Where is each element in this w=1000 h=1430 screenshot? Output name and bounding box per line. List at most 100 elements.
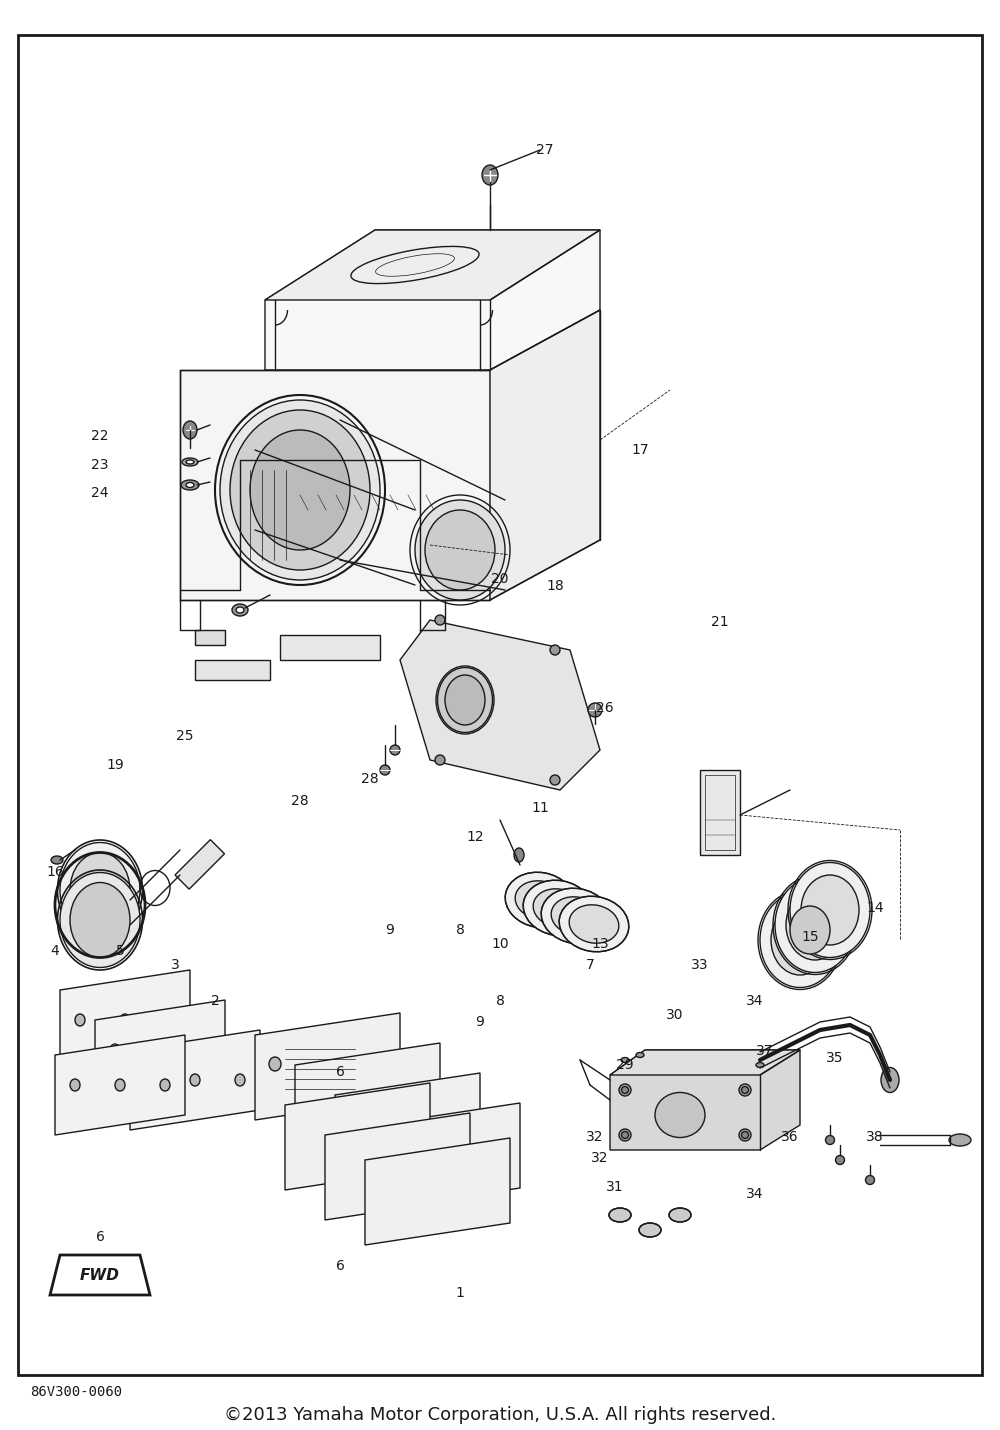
Ellipse shape — [775, 878, 855, 972]
Ellipse shape — [110, 1044, 120, 1055]
Text: 22: 22 — [91, 429, 109, 443]
Ellipse shape — [182, 458, 198, 466]
Ellipse shape — [533, 889, 583, 927]
Ellipse shape — [70, 852, 130, 928]
Text: 32: 32 — [591, 1151, 609, 1165]
Polygon shape — [265, 230, 600, 300]
Ellipse shape — [619, 1130, 631, 1141]
Text: 30: 30 — [666, 1008, 684, 1022]
Ellipse shape — [70, 1080, 80, 1091]
Text: 20: 20 — [491, 572, 509, 586]
Ellipse shape — [186, 460, 194, 463]
Ellipse shape — [183, 420, 197, 439]
Text: 32: 32 — [586, 1130, 604, 1144]
Ellipse shape — [588, 704, 602, 716]
Ellipse shape — [515, 881, 565, 919]
Ellipse shape — [550, 775, 560, 785]
Polygon shape — [180, 370, 490, 601]
Ellipse shape — [514, 848, 524, 862]
Text: 34: 34 — [746, 1187, 764, 1201]
Ellipse shape — [609, 1208, 631, 1223]
Text: 36: 36 — [781, 1130, 799, 1144]
Bar — [705, 775, 735, 849]
Text: 26: 26 — [596, 701, 614, 715]
Text: 15: 15 — [801, 930, 819, 944]
Text: 17: 17 — [631, 443, 649, 458]
Bar — [175, 839, 224, 889]
Ellipse shape — [790, 862, 870, 958]
Polygon shape — [95, 1000, 225, 1100]
Ellipse shape — [742, 1131, 748, 1138]
Polygon shape — [610, 1050, 800, 1075]
Ellipse shape — [190, 1074, 200, 1085]
Ellipse shape — [155, 1044, 165, 1055]
Ellipse shape — [639, 1223, 661, 1237]
Text: 34: 34 — [746, 994, 764, 1008]
Ellipse shape — [756, 1062, 764, 1068]
Ellipse shape — [425, 511, 495, 591]
Ellipse shape — [435, 755, 445, 765]
Ellipse shape — [165, 1014, 175, 1025]
Ellipse shape — [51, 857, 63, 864]
Ellipse shape — [622, 1131, 629, 1138]
Ellipse shape — [771, 905, 829, 975]
Ellipse shape — [235, 1074, 245, 1085]
Ellipse shape — [380, 765, 390, 775]
Text: 13: 13 — [591, 937, 609, 951]
Text: 18: 18 — [546, 579, 564, 593]
Text: 29: 29 — [616, 1058, 634, 1072]
Ellipse shape — [826, 1135, 834, 1144]
Polygon shape — [325, 1113, 470, 1220]
Bar — [280, 635, 380, 661]
Text: 28: 28 — [361, 772, 379, 787]
Ellipse shape — [836, 1155, 844, 1164]
Ellipse shape — [269, 1057, 281, 1071]
Text: FWD: FWD — [80, 1267, 120, 1283]
Ellipse shape — [550, 645, 560, 655]
Ellipse shape — [369, 1057, 381, 1071]
Ellipse shape — [786, 889, 844, 960]
Ellipse shape — [739, 1130, 751, 1141]
Ellipse shape — [760, 892, 840, 988]
Ellipse shape — [523, 881, 593, 935]
Text: 19: 19 — [106, 758, 124, 772]
Polygon shape — [285, 1083, 430, 1190]
Polygon shape — [265, 230, 600, 370]
Ellipse shape — [186, 482, 194, 488]
Text: 3: 3 — [171, 958, 179, 972]
Ellipse shape — [505, 872, 575, 928]
Ellipse shape — [220, 400, 380, 581]
Ellipse shape — [445, 675, 485, 725]
Ellipse shape — [866, 1175, 874, 1184]
Text: 7: 7 — [586, 958, 594, 972]
Ellipse shape — [622, 1087, 629, 1094]
Ellipse shape — [801, 875, 859, 945]
Ellipse shape — [438, 668, 492, 732]
Ellipse shape — [669, 1208, 691, 1223]
Bar — [420, 631, 450, 645]
Text: 11: 11 — [531, 801, 549, 815]
Ellipse shape — [621, 1058, 629, 1062]
Ellipse shape — [60, 842, 140, 938]
Text: 6: 6 — [336, 1065, 344, 1080]
Text: 10: 10 — [491, 937, 509, 951]
Text: 38: 38 — [866, 1130, 884, 1144]
Text: 33: 33 — [691, 958, 709, 972]
Ellipse shape — [435, 615, 445, 625]
Text: 35: 35 — [826, 1051, 844, 1065]
Polygon shape — [610, 1050, 800, 1150]
Ellipse shape — [250, 430, 350, 551]
Polygon shape — [335, 1072, 480, 1180]
Ellipse shape — [551, 897, 601, 935]
Text: 9: 9 — [386, 922, 394, 937]
Text: 4: 4 — [51, 944, 59, 958]
Ellipse shape — [120, 1014, 130, 1025]
Ellipse shape — [60, 872, 140, 968]
Text: 28: 28 — [291, 794, 309, 808]
Ellipse shape — [75, 1014, 85, 1025]
Ellipse shape — [236, 606, 244, 613]
Text: 5: 5 — [116, 944, 124, 958]
Polygon shape — [490, 310, 600, 601]
Polygon shape — [700, 769, 740, 855]
Text: 24: 24 — [91, 486, 109, 500]
